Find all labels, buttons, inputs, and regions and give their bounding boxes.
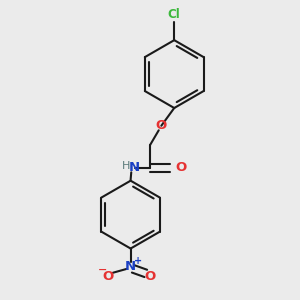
Text: O: O — [144, 271, 156, 284]
Text: O: O — [156, 119, 167, 132]
Text: N: N — [129, 161, 140, 174]
Text: Cl: Cl — [168, 8, 181, 21]
Text: +: + — [134, 256, 142, 266]
Text: O: O — [102, 271, 114, 284]
Text: H: H — [122, 161, 130, 171]
Text: −: − — [98, 265, 107, 275]
Text: N: N — [125, 260, 136, 273]
Text: O: O — [176, 161, 187, 174]
